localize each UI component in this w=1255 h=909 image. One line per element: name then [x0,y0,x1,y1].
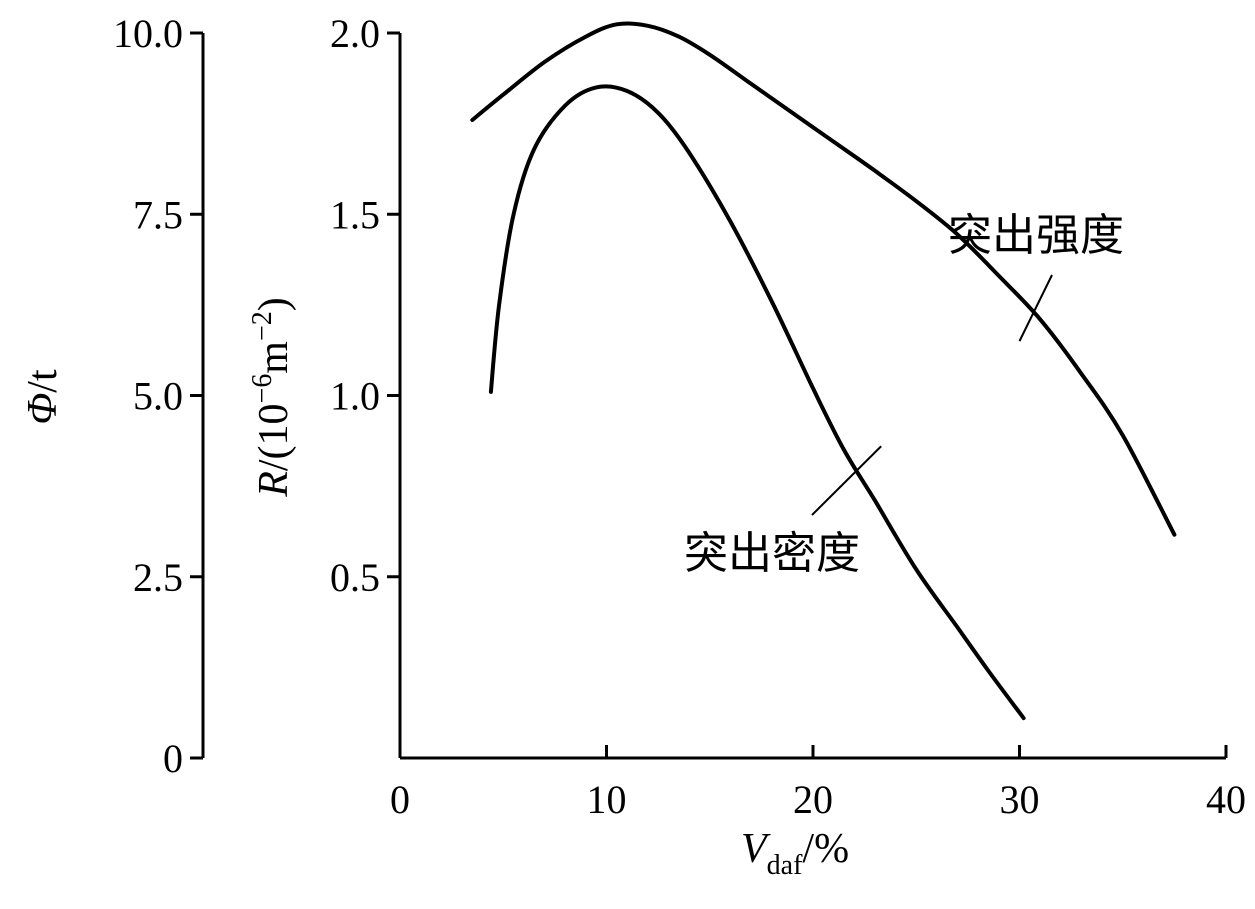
x-axis-title: Vdaf/% [741,826,849,881]
x-tick-label: 20 [793,777,833,822]
x-tick-label: 30 [1000,777,1040,822]
y-inner-tick-label: 0.5 [330,555,380,600]
y-inner-tick-label: 1.5 [330,192,380,237]
y-outer-tick-label: 7.5 [133,192,183,237]
annotation-leader-qiangdu [1018,274,1053,342]
y-outer-tick-label: 5.0 [133,374,183,419]
annotation-leader-midu [811,445,882,516]
y-outer-tick-label: 2.5 [133,555,183,600]
series-line-tuchu-midu [488,84,1026,721]
x-axis-ticks: 0 10 20 30 40 [390,745,1246,822]
y-outer-tick-label: 0 [163,736,183,781]
y-inner-tick-label: 1.0 [330,374,380,419]
left-inner-axis-ticks: 0.5 1.0 1.5 2.0 [330,11,400,600]
x-tick-label: 0 [390,777,410,822]
series-line-tuchu-qiangdu [470,21,1177,537]
y-outer-tick-label: 10.0 [113,11,183,56]
x-tick-label: 40 [1206,777,1246,822]
x-tick-label: 10 [587,777,627,822]
left-outer-axis-ticks: 0 2.5 5.0 7.5 10.0 [113,11,203,781]
annotation-label-midu: 突出密度 [684,528,860,579]
annotation-label-qiangdu: 突出强度 [948,210,1124,261]
y-outer-axis-title: Φ/t [20,369,66,425]
y-inner-axis-title: R/(10−6m−2) [247,297,297,498]
y-inner-tick-label: 2.0 [330,11,380,56]
